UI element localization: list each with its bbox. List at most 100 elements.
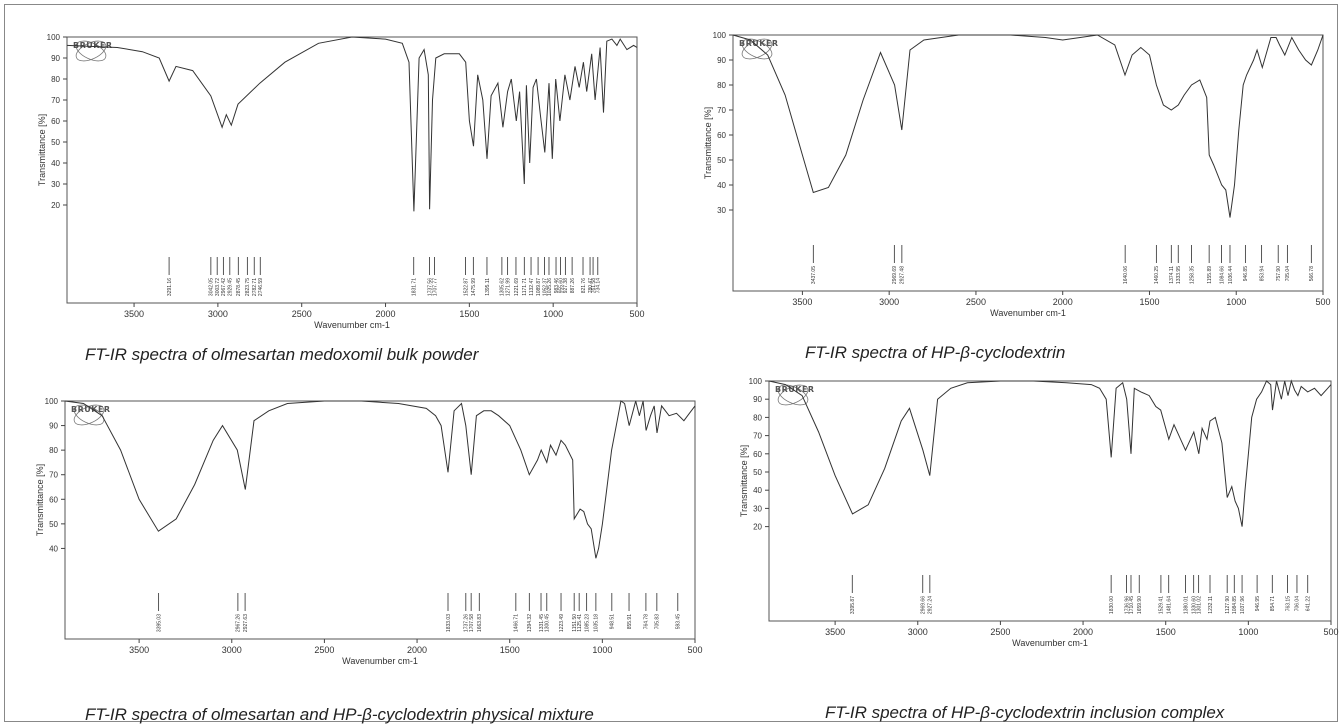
peak-label: 948.51 [610, 614, 616, 630]
peak-label: 887.26 [570, 278, 576, 294]
peak-label: 1085.23 [584, 614, 590, 632]
peak-label: 1232.11 [1208, 596, 1214, 614]
y-tick-label: 70 [51, 96, 60, 105]
peak-label: 855.91 [627, 614, 633, 630]
spectrum-line [66, 36, 638, 212]
x-tick-label: 3000 [222, 645, 242, 655]
y-tick-label: 100 [713, 31, 727, 40]
panel-inclusion-complex: 20 30 40 50 60 70 80 90 100 3500 3000 2500 2000 1500 1… [731, 373, 1339, 723]
peak-label: 3042.05 [209, 278, 215, 296]
peak-label: 1151.50 [572, 614, 578, 632]
x-tick-label: 1500 [500, 645, 520, 655]
peak-label: 566.78 [1309, 266, 1315, 282]
peak-label: 1305.62 [500, 278, 506, 296]
peak-label: 1036.44 [1228, 266, 1234, 284]
x-tick-label: 500 [629, 309, 644, 319]
y-axis-label: Transmittance [%] [35, 464, 45, 536]
x-axis-label: Wavenumber cm-1 [342, 656, 418, 666]
peak-label: 2967.42 [221, 278, 227, 296]
x-tick-label: 1000 [592, 645, 612, 655]
peak-label: 705.04 [1285, 266, 1291, 282]
peak-label: 1481.64 [1166, 596, 1172, 614]
peak-label: 3395.03 [156, 614, 162, 632]
y-tick-label: 50 [717, 156, 726, 165]
peak-label: 1171.71 [522, 278, 528, 296]
peak-label: 1737.26 [464, 614, 470, 632]
x-tick-label: 3500 [792, 297, 812, 307]
y-tick-label: 60 [753, 450, 762, 459]
logo-orbit-2 [741, 38, 773, 60]
x-tick-label: 2000 [407, 645, 427, 655]
bruker-logo: BRUKER [739, 38, 778, 60]
peak-label: 1736.96 [1124, 596, 1130, 614]
peak-label: 1084.66 [1219, 266, 1225, 284]
y-tick-label: 50 [753, 468, 762, 477]
y-tick-label: 100 [45, 397, 59, 406]
logo-text: BRUKER [73, 41, 113, 50]
peak-label: 780.47 [588, 278, 594, 294]
peak-label: 946.95 [1255, 596, 1261, 612]
y-tick-label: 20 [753, 523, 762, 532]
x-tick-label: 2000 [1073, 627, 1093, 637]
peak-label: 854.71 [1270, 596, 1276, 612]
peak-label: 927.38 [563, 278, 569, 294]
spectrum-chart-bulk-powder: 20 30 40 50 60 70 80 90 100 3500 3000 2500 2000 1500 1… [37, 33, 645, 330]
spectrum-line [768, 379, 1332, 527]
peak-label: 705.83 [655, 614, 661, 630]
x-tick-label: 1000 [1238, 627, 1258, 637]
x-axis-label: Wavenumber cm-1 [1012, 638, 1088, 648]
x-tick-label: 2000 [376, 309, 396, 319]
spectrum-chart-hp-beta-cyclodextrin: 30 40 50 60 70 80 90 100 3500 3000 2500 2000 1500 100… [703, 31, 1331, 318]
peak-label: 1707.58 [469, 614, 475, 632]
panel-hp-beta-cyclodextrin: 30 40 50 60 70 80 90 100 3500 3000 2500 2000 1500 100… [695, 27, 1335, 362]
y-axis-label: Transmittance [%] [703, 107, 713, 179]
peak-label: 1663.83 [477, 614, 483, 632]
peak-label: 1221.69 [514, 278, 520, 296]
logo-text: BRUKER [775, 385, 815, 394]
peak-label: 1301.02 [1196, 596, 1202, 614]
logo-orbit-1 [75, 40, 107, 62]
peak-label: 1659.90 [1137, 596, 1143, 614]
peak-label: 2927.63 [243, 614, 249, 632]
peak-label: 1331.45 [539, 614, 545, 632]
peak-label: 3003.72 [215, 278, 221, 296]
spectrum-chart-physical-mixture: 40 50 60 70 80 90 100 3500 3000 2500 2000 1500 1000 5… [35, 397, 703, 666]
peak-label: 2967.26 [236, 614, 242, 632]
logo-orbit-2 [73, 404, 105, 426]
peak-label: 2878.45 [236, 278, 242, 296]
spectrum-line [732, 34, 1324, 218]
panel-bulk-powder: 20 30 40 50 60 70 80 90 100 3500 3000 2500 2000 1500 1… [27, 29, 647, 364]
y-tick-label: 50 [49, 520, 58, 529]
peak-label: 1052.37 [542, 278, 548, 296]
peak-label: 3437.05 [811, 266, 817, 284]
y-tick-label: 40 [717, 181, 726, 190]
peak-label: 1830.00 [1109, 596, 1115, 614]
y-tick-label: 80 [717, 81, 726, 90]
plot-frame [732, 34, 1324, 292]
peak-label: 1640.06 [1123, 266, 1129, 284]
bruker-logo: BRUKER [71, 404, 110, 426]
logo-orbit-1 [73, 404, 105, 426]
x-tick-label: 3000 [908, 627, 928, 637]
y-tick-label: 70 [717, 106, 726, 115]
x-tick-label: 3500 [825, 627, 845, 637]
peak-label: 2929.45 [228, 278, 234, 296]
y-axis-label: Transmittance [%] [739, 445, 749, 517]
x-tick-label: 3000 [208, 309, 228, 319]
y-tick-label: 90 [717, 56, 726, 65]
plot-frame [64, 400, 696, 640]
peak-label: 1707.77 [432, 278, 438, 296]
peak-label: 1394.32 [527, 614, 533, 632]
peak-label: 1380.01 [1183, 596, 1189, 614]
caption-inclusion-complex: FT-IR spectra of HP-β-cyclodextrin inclu… [825, 703, 1225, 722]
y-tick-label: 70 [49, 471, 58, 480]
peak-label: 2927.24 [928, 596, 934, 614]
peak-label: 1395.11 [485, 278, 491, 296]
y-tick-label: 100 [47, 33, 61, 42]
caption-hp-beta-cyclodextrin: FT-IR spectra of HP-β-cyclodextrin [805, 343, 1066, 362]
x-tick-label: 1500 [1139, 297, 1159, 307]
peak-label: 983.46 [554, 278, 560, 294]
x-tick-label: 1500 [459, 309, 479, 319]
peak-label: 1374.11 [1169, 266, 1175, 284]
peak-label: 1475.99 [471, 278, 477, 296]
